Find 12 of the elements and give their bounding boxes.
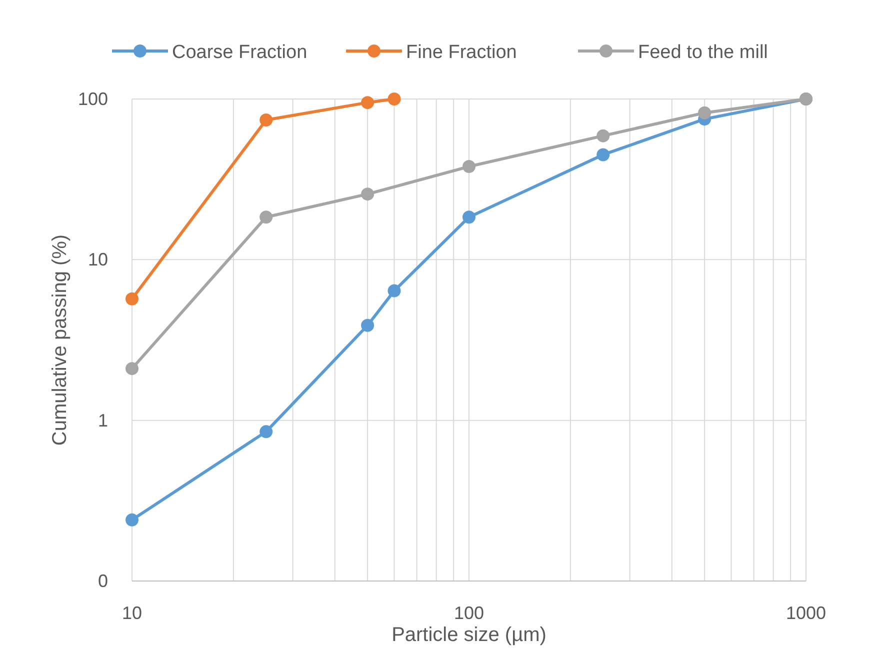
x-axis-title: Particle size (µm): [392, 624, 546, 646]
legend-label: Feed to the mill: [638, 42, 768, 63]
x-tick-label: 10: [122, 603, 142, 623]
x-tick-label: 1000: [786, 603, 826, 623]
y-tick-label: 1: [98, 410, 108, 430]
y-tick-label: 10: [88, 250, 108, 270]
y-tick-label: 100: [78, 89, 108, 109]
x-tick-label: 100: [454, 603, 484, 623]
y-tick-label: 0: [98, 571, 108, 591]
y-axis-title: Cumulative passing (%): [49, 234, 71, 446]
legend-label: Coarse Fraction: [172, 42, 308, 63]
legend-label: Fine Fraction: [406, 42, 517, 63]
